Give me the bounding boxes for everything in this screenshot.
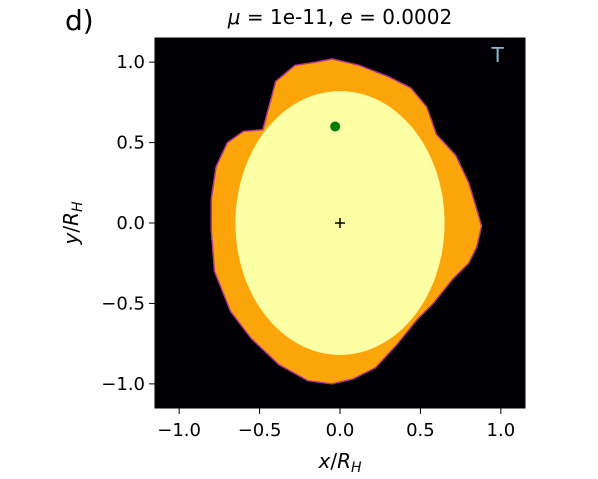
planet-marker <box>330 121 341 132</box>
x-label-sub: H <box>351 460 362 476</box>
corner-label: T <box>491 43 505 67</box>
panel-label: d) <box>65 4 94 37</box>
y-tick-label: −0.5 <box>101 293 145 314</box>
title-e-value: = 0.0002 <box>353 5 452 29</box>
x-tick-label: 0.5 <box>406 420 435 441</box>
y-label-var: y <box>59 232 83 246</box>
title-mu-value: = 1e-11, <box>241 5 341 29</box>
star-marker <box>335 218 345 228</box>
y-label-sub: H <box>70 201 86 212</box>
y-tick-label: 0.0 <box>116 213 145 234</box>
plot-area: T <box>155 38 525 408</box>
y-axis-label: y/RH <box>59 201 86 246</box>
y-tick-label: 0.5 <box>116 133 145 154</box>
x-tick-label: 0.0 <box>326 420 355 441</box>
title-mu-symbol: μ <box>227 5 241 29</box>
y-axis-ticks: −1.0 −0.5 0.0 0.5 1.0 <box>101 52 155 395</box>
chart-title: μ = 1e-11, e = 0.0002 <box>227 5 452 29</box>
x-axis-label: x/RH <box>317 449 362 476</box>
x-tick-label: 1.0 <box>487 420 516 441</box>
x-axis-ticks: −1.0 −0.5 0.0 0.5 1.0 <box>157 408 515 441</box>
x-label-var: x <box>317 449 330 473</box>
y-tick-label: −1.0 <box>101 374 145 395</box>
x-tick-label: −0.5 <box>238 420 282 441</box>
x-tick-label: −1.0 <box>157 420 201 441</box>
title-e-symbol: e <box>340 5 352 29</box>
y-tick-label: 1.0 <box>116 52 145 73</box>
